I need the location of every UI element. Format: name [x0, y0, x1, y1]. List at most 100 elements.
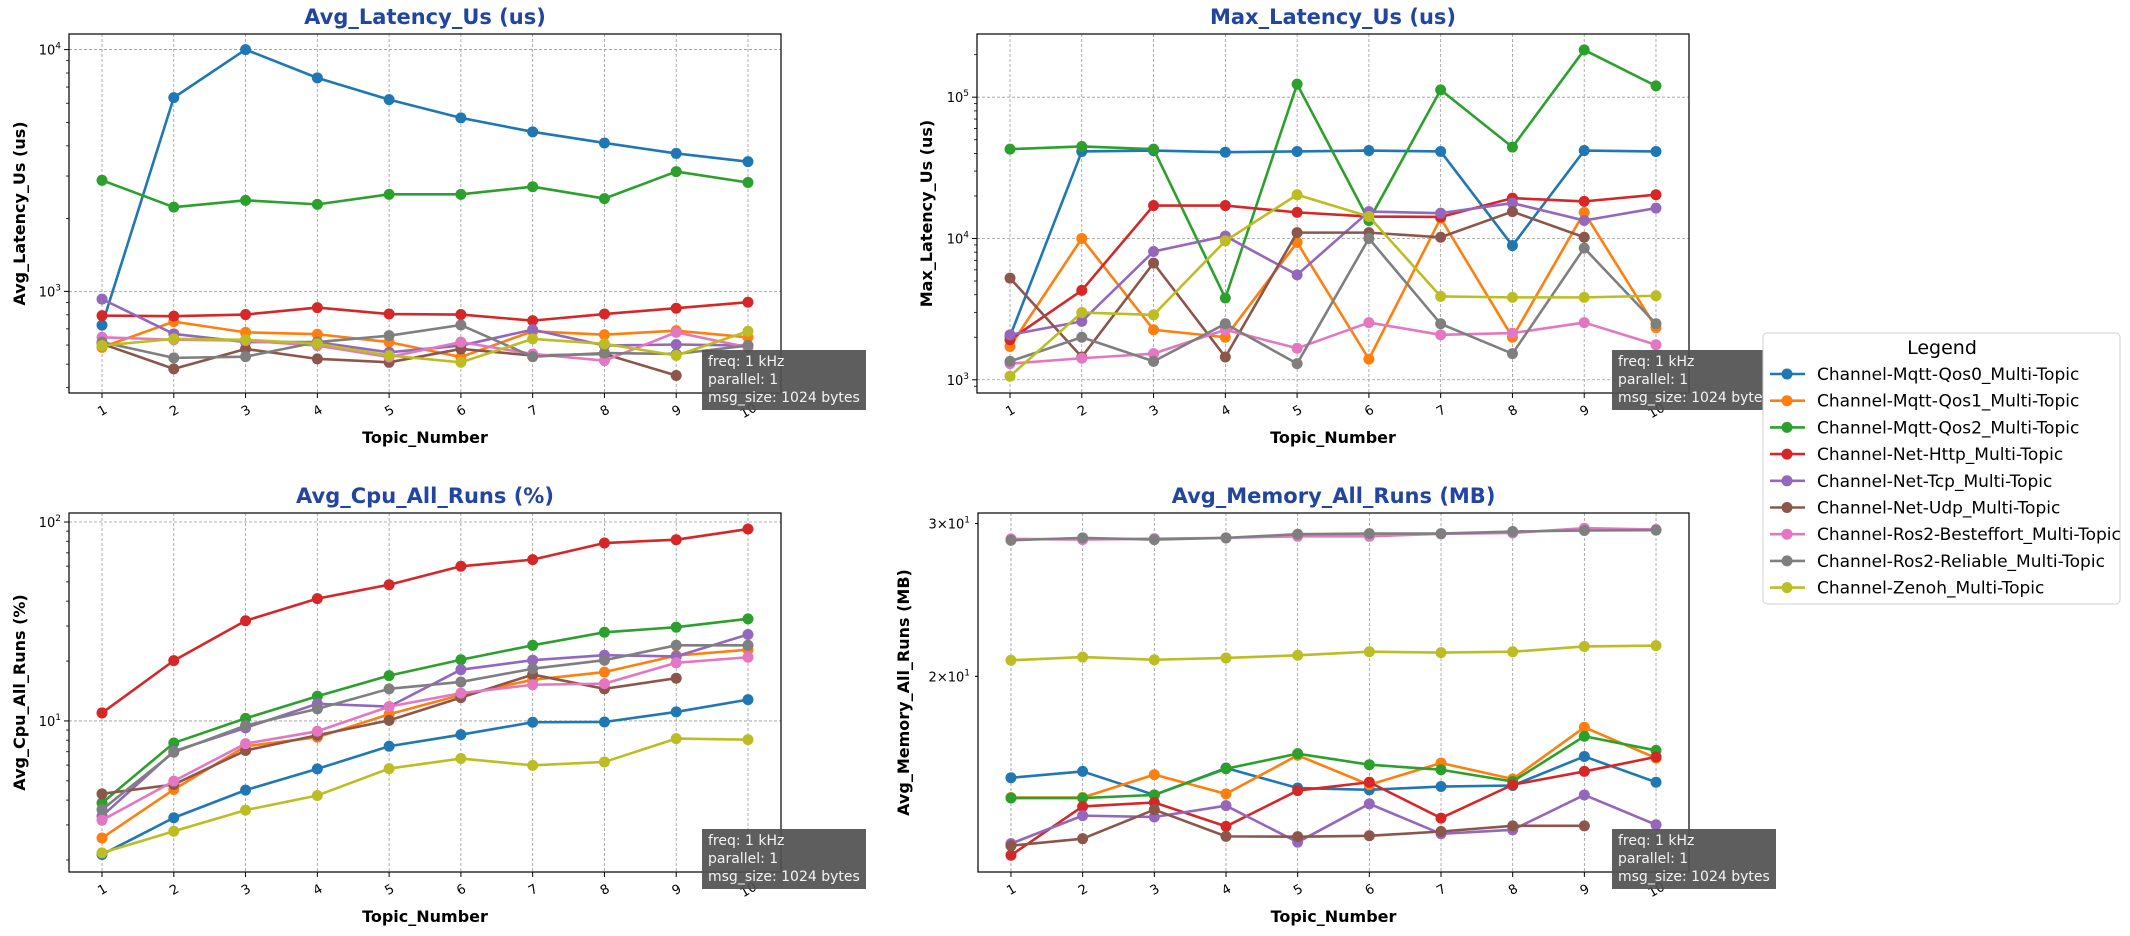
data-point	[670, 166, 682, 178]
data-point	[311, 198, 323, 210]
y-tick-base: 10	[39, 715, 56, 730]
data-point	[240, 804, 252, 816]
series-Channel-Zenoh_Multi-Topic	[96, 733, 754, 859]
data-point	[1650, 751, 1662, 763]
data-point	[1435, 231, 1447, 243]
data-point	[742, 156, 754, 168]
y-tick-exponent: 4	[963, 230, 969, 240]
data-point	[455, 356, 467, 368]
annotation-line: msg_size: 1024 bytes	[708, 869, 860, 885]
data-point	[1650, 290, 1662, 302]
y-axis-label: Avg_Cpu_All_Runs (%)	[10, 594, 29, 790]
data-point	[1650, 202, 1662, 214]
data-point	[240, 309, 252, 321]
series-line	[100, 48, 749, 326]
data-point	[168, 201, 180, 213]
grid	[69, 34, 781, 393]
data-point	[96, 319, 108, 331]
data-point	[742, 734, 754, 746]
data-point	[455, 188, 467, 200]
data-point	[311, 789, 323, 801]
y-tick-exponent: 3	[963, 372, 969, 382]
legend-marker	[1781, 421, 1793, 433]
data-point	[1578, 525, 1590, 537]
legend-label: Channel-Net-Http_Multi-Topic	[1817, 445, 2063, 465]
data-point	[670, 339, 682, 351]
data-point	[1435, 84, 1447, 96]
data-point	[1005, 792, 1017, 804]
data-point	[670, 733, 682, 745]
data-point	[168, 352, 180, 364]
data-point	[670, 302, 682, 314]
annotation-line: parallel: 1	[1618, 851, 1688, 867]
data-point	[383, 330, 395, 342]
data-point	[742, 523, 754, 535]
data-point	[168, 812, 180, 824]
legend-label: Channel-Net-Udp_Multi-Topic	[1817, 499, 2060, 519]
legend-marker	[1781, 582, 1793, 594]
data-point	[742, 639, 754, 651]
data-point	[455, 654, 467, 666]
y-tick-base: 10	[947, 91, 964, 106]
data-point	[1148, 257, 1160, 269]
axes-frame	[976, 33, 1690, 394]
data-point	[598, 666, 610, 678]
data-point	[1148, 789, 1160, 801]
data-point	[1363, 776, 1375, 788]
data-point	[1506, 291, 1518, 303]
data-point	[1219, 351, 1231, 363]
data-point	[383, 683, 395, 695]
data-point	[311, 328, 323, 340]
data-point	[1650, 80, 1662, 92]
data-point	[168, 775, 180, 787]
data-point	[1076, 331, 1088, 343]
data-point	[1148, 348, 1160, 360]
data-point	[1363, 830, 1375, 842]
data-point	[96, 707, 108, 719]
data-point	[1363, 145, 1375, 157]
data-point	[1363, 798, 1375, 810]
data-point	[1435, 781, 1447, 793]
legend-label: Channel-Mqtt-Qos1_Multi-Topic	[1817, 392, 2079, 412]
data-point	[240, 343, 252, 355]
series-line	[101, 737, 749, 855]
data-point	[1578, 206, 1590, 218]
data-point	[168, 746, 180, 758]
y-tick-base: 10	[947, 232, 964, 247]
data-point	[1220, 820, 1232, 832]
y-tick-exponent: 1	[964, 516, 970, 526]
data-point	[1578, 750, 1590, 762]
data-point	[1005, 840, 1017, 852]
data-point	[1506, 206, 1518, 218]
series-line	[1010, 755, 1657, 857]
y-tick-label: 3×101	[929, 516, 970, 533]
y-tick-base: 10	[39, 516, 56, 531]
data-point	[168, 825, 180, 837]
chart-title: Avg_Latency_Us (us)	[304, 5, 546, 29]
y-tick-base: 10	[947, 374, 964, 389]
data-point	[240, 334, 252, 346]
data-point	[598, 716, 610, 728]
data-point	[1219, 200, 1231, 212]
series-Channel-Ros2-Reliable_Multi-Topic	[1005, 524, 1662, 546]
data-point	[96, 847, 108, 859]
y-tick-exponent: 5	[963, 89, 969, 99]
series-Channel-Mqtt-Qos2_Multi-Topic	[96, 166, 754, 213]
y-tick-label: 101	[39, 713, 61, 730]
series-Channel-Mqtt-Qos2_Multi-Topic	[1004, 44, 1662, 304]
data-point	[1507, 646, 1519, 658]
x-axis-label: Topic_Number	[1270, 428, 1396, 447]
data-point	[311, 353, 323, 365]
data-point	[1005, 772, 1017, 784]
y-axis-label: Max_Latency_Us (us)	[917, 120, 936, 307]
y-tick-base: 3×10	[929, 518, 965, 533]
series-Channel-Mqtt-Qos2_Multi-Topic	[96, 613, 754, 809]
data-point	[527, 324, 539, 336]
data-point	[168, 655, 180, 667]
series-Channel-Mqtt-Qos0_Multi-Topic	[96, 694, 754, 861]
data-point	[1004, 143, 1016, 155]
data-point	[455, 753, 467, 765]
series-line	[101, 527, 749, 714]
data-point	[1219, 146, 1231, 158]
